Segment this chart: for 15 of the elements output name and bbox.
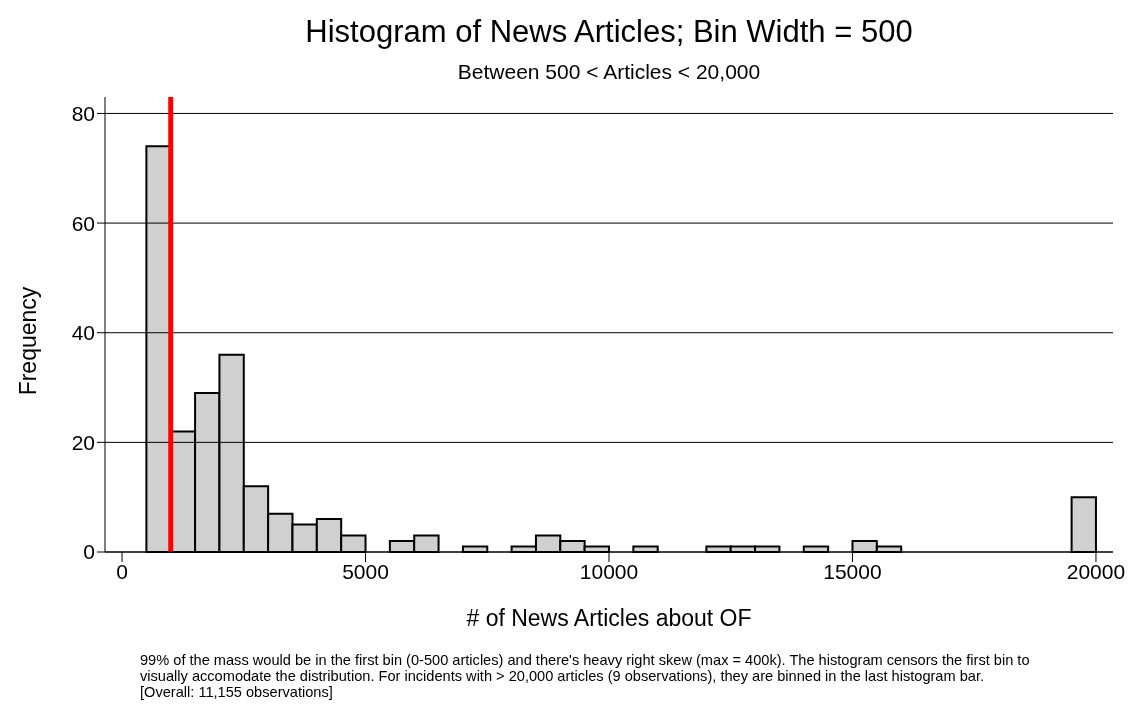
y-tick-label: 60 xyxy=(71,211,95,235)
chart-subtitle: Between 500 < Articles < 20,000 xyxy=(456,60,762,84)
y-axis-title: Frequency xyxy=(15,285,42,398)
chart-title: Histogram of News Articles; Bin Width = 500 xyxy=(304,14,914,50)
x-axis-title: # of News Articles about OF xyxy=(466,605,752,631)
y-tick-label: 20 xyxy=(71,430,95,454)
y-tick-label: 40 xyxy=(71,321,95,345)
y-tick-label: 0 xyxy=(83,540,95,564)
x-tick-label: 10000 xyxy=(579,559,639,583)
y-tick-label: 80 xyxy=(71,101,95,125)
text: 99% of the mass would be in the first bin (0-500 articles) and there's heavy right skew (max = 400k). The histogram censors the first bin to visually accomodate the distribution. For incidents with > 20,000 articles (9 observations), they are binned in the last histogram bar. [Overall: 11,155 observations] xyxy=(140,652,1031,700)
x-tick-label: 5000 xyxy=(342,559,389,583)
x-tick-label: 20000 xyxy=(1066,559,1126,583)
x-tick-label: 15000 xyxy=(823,559,882,583)
x-tick-label: 0 xyxy=(116,559,128,583)
